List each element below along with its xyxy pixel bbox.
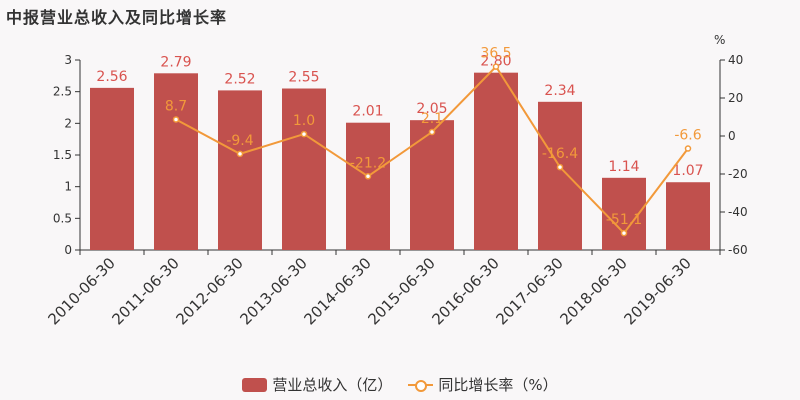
x-tick-label: 2010-06-30: [44, 254, 118, 328]
bar-value-label: 2.80: [480, 54, 511, 70]
x-tick-label: 2012-06-30: [172, 254, 246, 328]
y-left-tick-label: 1: [64, 180, 72, 194]
x-tick-label: 2014-06-30: [300, 254, 374, 328]
bar-revenue: [666, 182, 710, 250]
x-tick-label: 2011-06-30: [108, 254, 182, 328]
legend-line-swatch: [408, 378, 434, 392]
bar-revenue: [346, 122, 390, 250]
bar-value-label: 2.34: [544, 83, 575, 99]
growth-point: [364, 173, 372, 180]
growth-point: [172, 116, 180, 123]
growth-value-label: -21.2: [350, 155, 386, 171]
bar-value-label: 2.05: [416, 101, 447, 117]
x-tick-label: 2019-06-30: [620, 254, 694, 328]
chart-title: 中报营业总收入及同比增长率: [6, 8, 228, 27]
y-right-tick-label: 20: [728, 91, 743, 105]
growth-value-label: -6.6: [674, 128, 701, 144]
bar-value-label: 1.07: [672, 163, 703, 179]
bar-value-label: 2.01: [352, 104, 383, 120]
growth-value-label: 2.1: [421, 111, 443, 127]
legend-label-growth: 同比增长率（%）: [438, 376, 558, 394]
growth-value-label: -16.4: [542, 146, 578, 162]
bar-value-label: 2.55: [288, 70, 319, 86]
growth-value-label: 8.7: [165, 98, 187, 114]
legend-bar-swatch: [242, 377, 268, 392]
y-right-tick-label: -60: [728, 243, 748, 257]
bar-value-label: 2.56: [96, 69, 127, 85]
legend-label-revenue: 营业总收入（亿）: [272, 376, 393, 394]
growth-value-label: 1.0: [293, 113, 315, 129]
bar-revenue: [282, 88, 326, 250]
bar-value-label: 2.52: [224, 71, 255, 87]
bar-revenue: [218, 90, 262, 251]
x-tick-label: 2018-06-30: [556, 254, 630, 328]
y-left-tick-label: 1.5: [53, 148, 72, 162]
bar-revenue: [538, 101, 582, 250]
bar-value-label: 1.14: [608, 159, 639, 175]
x-tick-label: 2015-06-30: [364, 254, 438, 328]
y-right-tick-label: 0: [728, 129, 736, 143]
y-right-tick-label: 40: [728, 53, 743, 67]
growth-point: [428, 128, 436, 136]
growth-point: [620, 229, 628, 237]
growth-point: [300, 130, 308, 138]
x-tick-label: 2017-06-30: [492, 254, 566, 328]
x-tick-label: 2013-06-30: [236, 254, 310, 328]
growth-value-label: -9.4: [226, 133, 253, 149]
legend: 营业总收入（亿） 同比增长率（%）: [0, 374, 800, 395]
x-tick-label: 2016-06-30: [428, 254, 502, 328]
legend-item-revenue[interactable]: 营业总收入（亿）: [242, 374, 392, 395]
y-left-tick-label: 0.5: [53, 211, 72, 225]
bar-revenue: [154, 73, 198, 250]
y-left-tick-label: 2.5: [53, 85, 72, 99]
bar-revenue: [410, 120, 454, 251]
growth-value-label: 36.5: [480, 46, 511, 62]
growth-point: [492, 63, 500, 70]
growth-value-label: -51.1: [606, 212, 642, 228]
y-right-tick-label: -20: [728, 167, 748, 181]
growth-point: [556, 163, 564, 171]
y-left-tick-label: 2: [64, 116, 72, 130]
y-right-tick-label: -40: [728, 205, 748, 219]
growth-point: [236, 150, 244, 158]
bar-revenue: [474, 72, 518, 251]
y-right-unit-label: %: [714, 33, 725, 47]
y-left-tick-label: 3: [64, 53, 72, 67]
legend-item-growth[interactable]: 同比增长率（%）: [408, 374, 558, 395]
bar-value-label: 2.79: [160, 54, 191, 70]
growth-point: [684, 145, 692, 152]
bar-revenue: [90, 87, 134, 250]
y-left-tick-label: 0: [64, 243, 72, 257]
